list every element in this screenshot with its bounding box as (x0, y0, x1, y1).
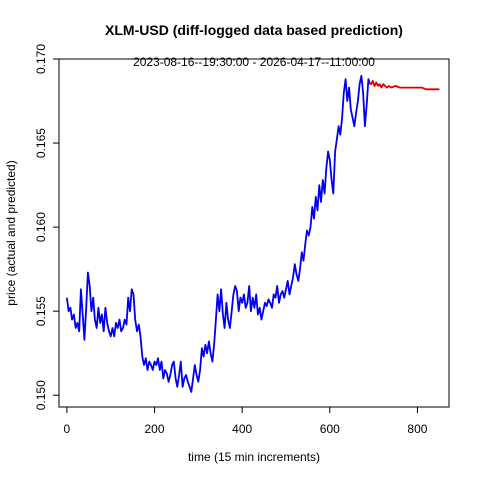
x-tick-label: 200 (145, 422, 165, 436)
series-predicted-line (368, 80, 440, 91)
series-layer (66, 74, 440, 393)
chart-title: XLM-USD (diff-logged data based predicti… (105, 22, 403, 38)
series-actual-line (66, 74, 371, 393)
y-tick-label: 0.160 (34, 212, 48, 242)
y-tick-label: 0.165 (34, 128, 48, 158)
x-axis: 0 200 400 600 800 (64, 407, 428, 436)
y-axis-label: price (actual and predicted) (4, 160, 18, 305)
y-tick-label: 0.155 (34, 296, 48, 326)
plot-frame (58, 58, 450, 408)
x-tick-label: 0 (64, 422, 71, 436)
chart-subtitle: 2023-08-16--19:30:00 - 2026-04-17--11:00… (133, 55, 375, 69)
x-tick-label: 400 (232, 422, 252, 436)
x-axis-label: time (15 min increments) (188, 450, 320, 464)
x-tick-label: 800 (407, 422, 427, 436)
y-tick-label: 0.170 (34, 44, 48, 74)
y-axis: 0.150 0.155 0.160 0.165 0.170 (34, 44, 59, 410)
y-tick-label: 0.150 (34, 380, 48, 410)
x-tick-label: 600 (320, 422, 340, 436)
